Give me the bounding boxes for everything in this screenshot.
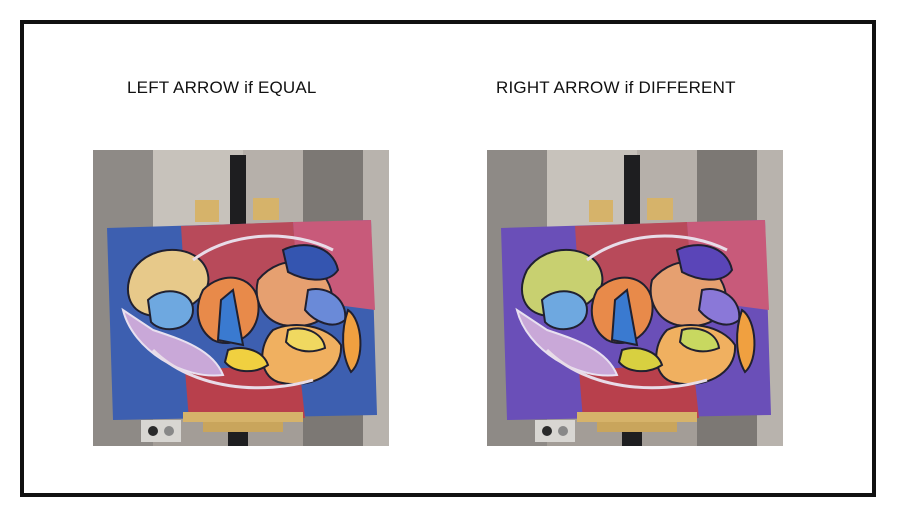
stimulus-image-left [93,150,389,446]
instruction-right: RIGHT ARROW if DIFFERENT [496,78,736,97]
instruction-left: LEFT ARROW if EQUAL [127,78,317,97]
painting-photo-left [93,150,389,446]
painting-photo-right [487,150,783,446]
stimulus-image-right [487,150,783,446]
